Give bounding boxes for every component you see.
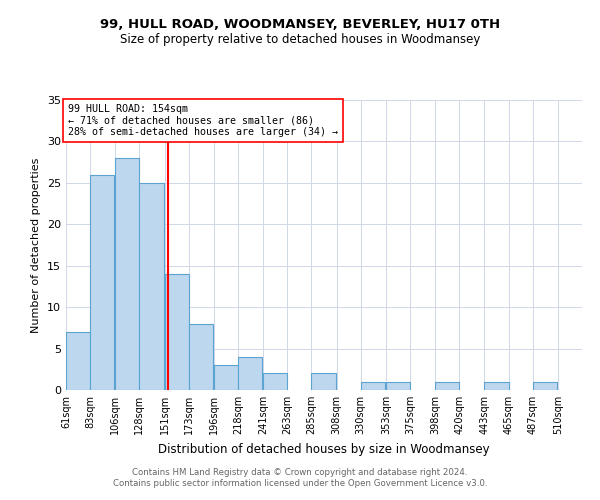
Bar: [189, 324, 213, 390]
Bar: [115, 158, 139, 390]
Bar: [311, 374, 335, 390]
Bar: [386, 382, 410, 390]
Bar: [90, 174, 114, 390]
Bar: [66, 332, 90, 390]
Bar: [164, 274, 189, 390]
Bar: [263, 374, 287, 390]
Bar: [533, 382, 557, 390]
Bar: [435, 382, 459, 390]
Bar: [361, 382, 385, 390]
Bar: [238, 357, 262, 390]
Bar: [214, 365, 238, 390]
X-axis label: Distribution of detached houses by size in Woodmansey: Distribution of detached houses by size …: [158, 442, 490, 456]
Text: 99 HULL ROAD: 154sqm
← 71% of detached houses are smaller (86)
28% of semi-detac: 99 HULL ROAD: 154sqm ← 71% of detached h…: [68, 104, 338, 138]
Text: Size of property relative to detached houses in Woodmansey: Size of property relative to detached ho…: [120, 32, 480, 46]
Bar: [139, 183, 164, 390]
Y-axis label: Number of detached properties: Number of detached properties: [31, 158, 41, 332]
Text: Contains HM Land Registry data © Crown copyright and database right 2024.
Contai: Contains HM Land Registry data © Crown c…: [113, 468, 487, 487]
Text: 99, HULL ROAD, WOODMANSEY, BEVERLEY, HU17 0TH: 99, HULL ROAD, WOODMANSEY, BEVERLEY, HU1…: [100, 18, 500, 30]
Bar: [484, 382, 509, 390]
